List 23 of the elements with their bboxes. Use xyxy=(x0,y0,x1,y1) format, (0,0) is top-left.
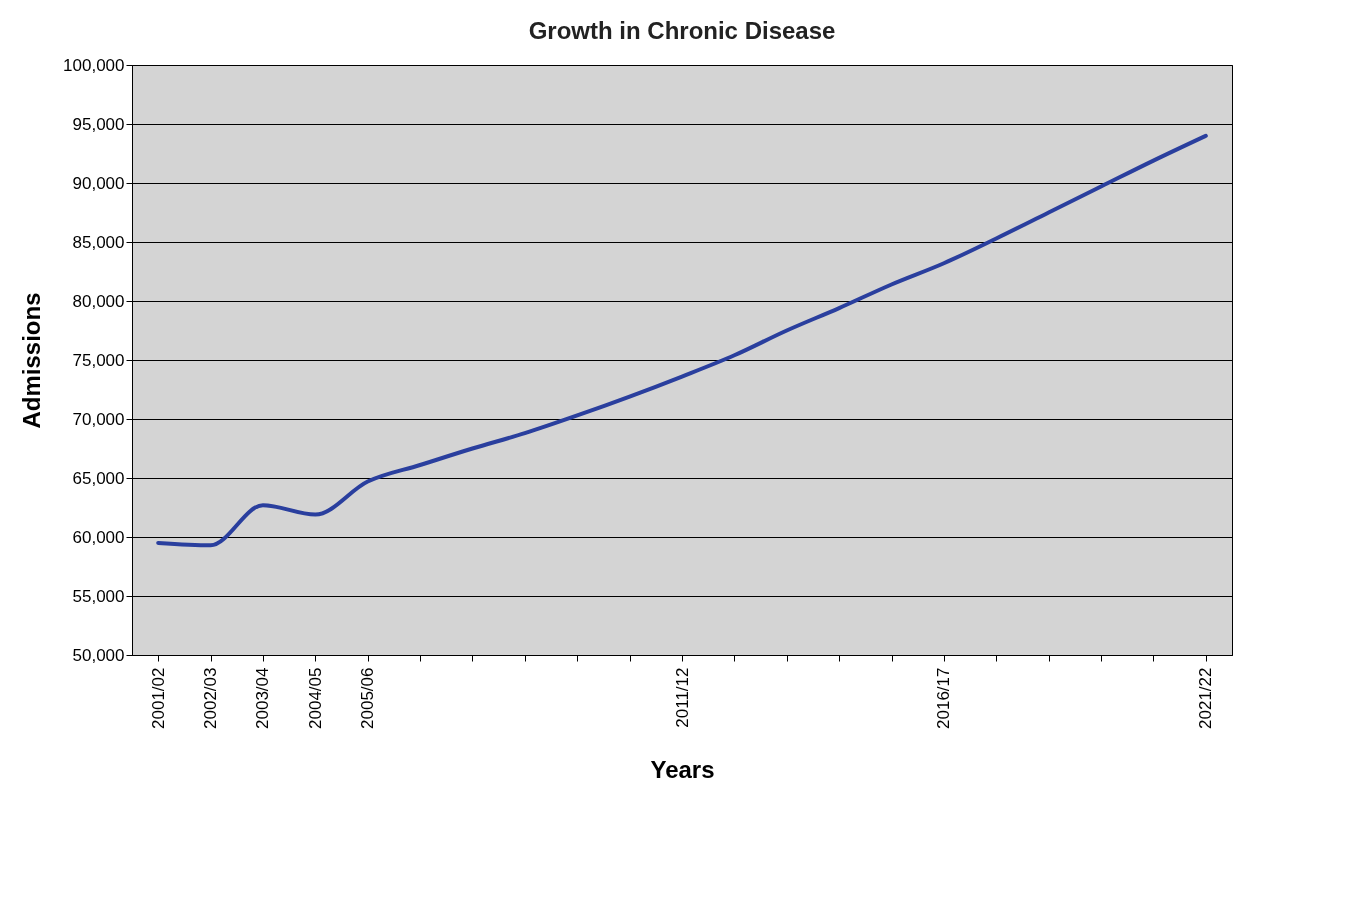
y-tick-label: 80,000 xyxy=(72,291,125,311)
y-axis-title: Admissions xyxy=(18,292,46,429)
x-tick-label: 2003/04 xyxy=(253,667,273,729)
chart-title: Growth in Chronic Disease xyxy=(528,17,836,44)
y-tick-label: 70,000 xyxy=(72,409,125,429)
y-tick-label: 85,000 xyxy=(72,232,125,252)
y-tick-label: 60,000 xyxy=(72,527,125,547)
x-tick-label: 2004/05 xyxy=(305,667,325,729)
y-tick-label: 100,000 xyxy=(63,55,125,75)
x-tick-label: 2001/02 xyxy=(148,667,168,729)
x-tick-label: 2021/22 xyxy=(1196,667,1216,729)
line-series xyxy=(156,133,1208,548)
x-axis-title: Years xyxy=(650,755,715,783)
y-tick-label: 55,000 xyxy=(72,586,125,606)
y-tick-label: 90,000 xyxy=(72,173,125,193)
y-tick-label: 65,000 xyxy=(72,468,125,488)
y-tick-label: 75,000 xyxy=(72,350,125,370)
x-tick-label: 2016/17 xyxy=(934,667,954,729)
x-tick-label: 2002/03 xyxy=(201,667,221,729)
x-tick-label: 2011/12 xyxy=(672,667,692,728)
x-tick-label: 2005/06 xyxy=(358,667,378,729)
y-tick-label: 95,000 xyxy=(72,114,125,134)
y-tick-label: 50,000 xyxy=(72,645,125,665)
